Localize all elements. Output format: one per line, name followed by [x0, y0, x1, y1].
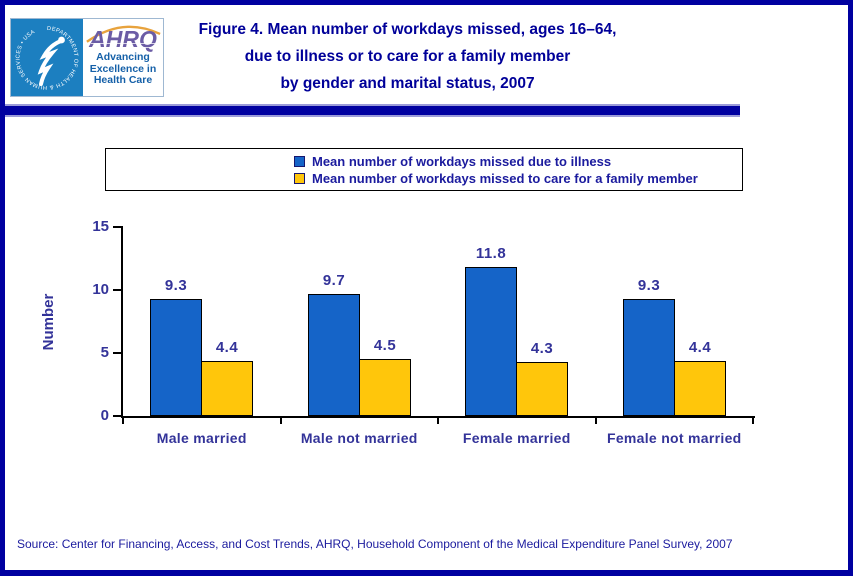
x-tick — [752, 418, 754, 424]
x-tick — [594, 418, 597, 424]
y-tick-label: 5 — [100, 344, 109, 361]
x-tick — [279, 418, 282, 424]
header-logo: DEPARTMENT OF HEALTH & HUMAN SERVICES • … — [10, 18, 164, 97]
figure-title-line1: Figure 4. Mean number of workdays missed… — [198, 21, 617, 38]
bar-value-label: 4.5 — [373, 337, 397, 354]
category-label: Female married — [462, 430, 571, 446]
legend-label: Mean number of workdays missed to care f… — [312, 171, 698, 186]
bar-series1-3 — [674, 361, 726, 416]
bar-series1-1 — [359, 359, 411, 416]
plot-area: 0 5 10 15 9.3 4.4 Male married 9.7 4.5 Male not m… — [92, 218, 755, 446]
bar-value-label: 9.3 — [637, 277, 661, 294]
category-label: Male married — [156, 430, 247, 446]
figure-title: Figure 4. Mean number of workdays missed… — [165, 16, 650, 97]
bar-value-label: 11.8 — [475, 245, 507, 262]
y-tick — [113, 226, 121, 228]
legend-item-0: Mean number of workdays missed due to il… — [294, 153, 742, 170]
bar-series1-0 — [201, 361, 253, 416]
y-tick-label: 10 — [92, 281, 109, 298]
bar-series0-2 — [465, 267, 517, 416]
y-tick — [113, 352, 121, 354]
bar-series0-3 — [623, 299, 675, 416]
y-tick — [113, 415, 121, 417]
x-tick — [437, 418, 439, 424]
bar-value-label: 4.3 — [530, 340, 554, 357]
x-axis-line — [121, 416, 755, 418]
y-tick-label: 0 — [100, 407, 109, 424]
figure-title-line2: due to illness or to care for a family m… — [244, 48, 571, 65]
ahrq-stripe-decoration — [91, 47, 155, 48]
bar-value-label: 4.4 — [215, 339, 239, 356]
title-divider — [0, 104, 740, 117]
bar-value-label: 4.4 — [688, 339, 712, 356]
legend-box: Mean number of workdays missed due to il… — [105, 148, 743, 191]
ahrq-wordmark: AHRQ — [89, 26, 157, 52]
hhs-eagle-icon: DEPARTMENT OF HEALTH & HUMAN SERVICES • … — [11, 19, 83, 96]
x-tick — [122, 418, 124, 424]
ahrq-arc-icon — [86, 25, 161, 43]
ahrq-tagline: Advancing Excellence in Health Care — [89, 51, 157, 86]
y-tick-label: 15 — [92, 218, 109, 235]
bar-series0-1 — [308, 294, 360, 416]
legend-swatch-icon — [294, 156, 305, 167]
legend-swatch-icon — [294, 173, 305, 184]
legend-label: Mean number of workdays missed due to il… — [312, 154, 612, 169]
category-label: Female not married — [606, 430, 742, 446]
ahrq-stripe-decoration — [91, 43, 155, 44]
category-label: Male not married — [300, 430, 418, 446]
legend-item-1: Mean number of workdays missed to care f… — [294, 170, 742, 187]
bar-series0-0 — [150, 299, 202, 416]
ahrq-logo: AHRQ Advancing Excellence in Health Care — [83, 19, 163, 96]
bar-value-label: 9.3 — [164, 277, 188, 294]
figure-title-line3: by gender and marital status, 2007 — [280, 75, 535, 92]
y-axis-title: Number — [40, 293, 57, 351]
bar-value-label: 9.7 — [322, 272, 346, 289]
source-note: Source: Center for Financing, Access, an… — [17, 537, 733, 551]
bar-series1-2 — [516, 362, 568, 416]
y-tick — [113, 289, 121, 291]
hhs-seal: DEPARTMENT OF HEALTH & HUMAN SERVICES • … — [11, 19, 83, 96]
y-axis-line — [121, 226, 123, 418]
